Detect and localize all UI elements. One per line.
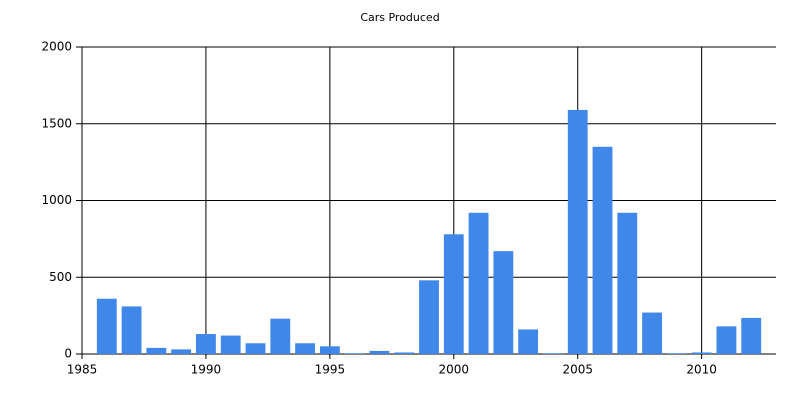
x-tick-label: 2010	[686, 363, 717, 377]
bar	[543, 353, 563, 354]
y-tick-label: 0	[64, 347, 72, 361]
y-tick-label: 500	[49, 270, 72, 284]
bar	[741, 317, 762, 354]
bar	[96, 298, 117, 354]
x-tick-label: 2005	[562, 363, 593, 377]
y-tick-label: 1500	[41, 116, 72, 130]
bar	[171, 349, 192, 354]
bar	[419, 280, 439, 354]
bar	[567, 109, 588, 354]
bar	[319, 346, 340, 354]
x-tick-label: 1990	[191, 363, 222, 377]
bar	[493, 251, 514, 354]
bar	[666, 353, 687, 354]
bar	[344, 353, 365, 354]
bar	[369, 350, 390, 354]
bar	[518, 329, 539, 354]
x-tick-label: 1995	[315, 363, 346, 377]
bar	[196, 334, 216, 354]
bar	[691, 352, 712, 354]
bar	[716, 326, 737, 354]
bar	[146, 347, 167, 354]
bar	[270, 318, 291, 354]
x-tick-label: 2000	[439, 363, 470, 377]
bar	[295, 343, 315, 354]
bar	[121, 306, 142, 354]
y-tick-label: 1000	[41, 193, 72, 207]
bar	[642, 312, 662, 354]
bar	[592, 146, 613, 354]
bar	[220, 335, 241, 354]
bar	[245, 343, 266, 354]
x-tick-label: 1985	[67, 363, 98, 377]
bar	[443, 234, 464, 354]
bar	[617, 212, 638, 354]
y-tick-label: 2000	[41, 40, 72, 54]
bar	[394, 352, 415, 354]
bar	[468, 212, 489, 354]
chart-title: Cars Produced	[360, 11, 439, 24]
